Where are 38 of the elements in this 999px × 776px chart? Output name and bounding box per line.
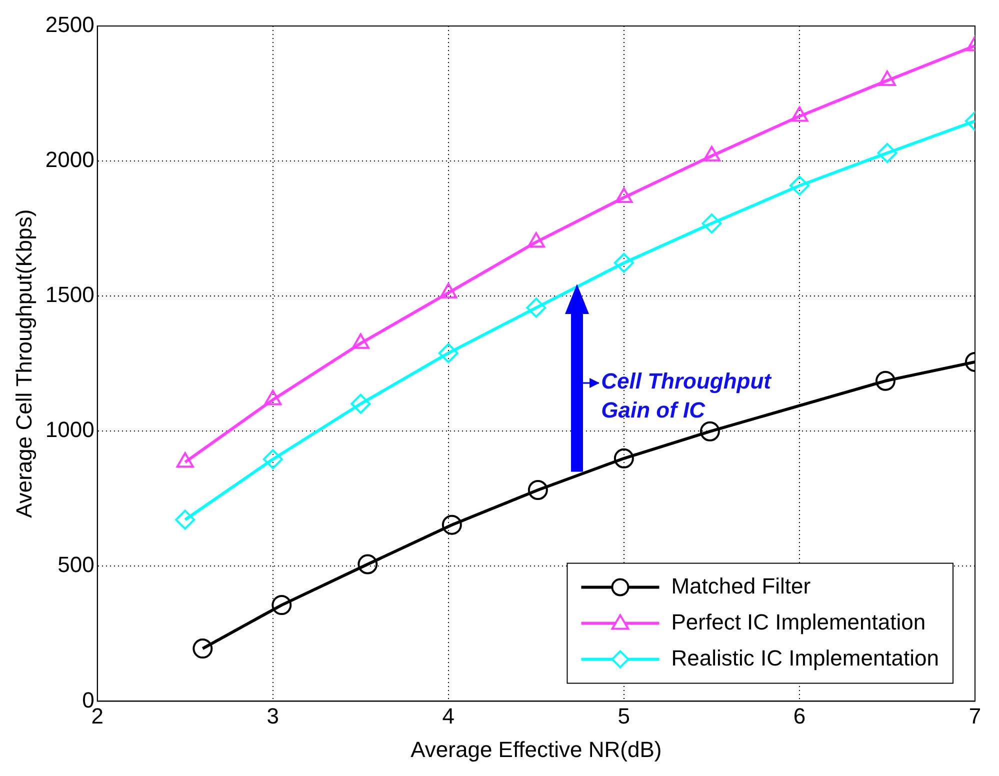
y-tick-label: 2000 <box>45 147 94 172</box>
legend-label: Perfect IC Implementation <box>671 609 926 634</box>
point <box>527 232 545 248</box>
point <box>272 595 292 616</box>
x-axis-title: Average Effective NR(dB) <box>410 736 662 762</box>
point <box>700 421 720 442</box>
point <box>614 448 634 468</box>
y-tick-label: 500 <box>58 552 94 578</box>
annotation: Cell Throughput Gain of IC <box>601 368 773 423</box>
point <box>358 554 378 574</box>
y-tick-label: 1500 <box>45 282 94 308</box>
point <box>526 298 546 318</box>
point <box>192 638 213 659</box>
point <box>878 70 896 86</box>
point <box>702 213 722 234</box>
point <box>877 142 898 163</box>
legend-label: Matched Filter <box>671 573 811 598</box>
point <box>438 343 458 364</box>
y-tick-label: 2500 <box>45 12 94 38</box>
point <box>350 394 371 414</box>
y-tick-label: 1000 <box>45 417 94 442</box>
x-tick-label: 5 <box>618 703 630 728</box>
point <box>262 449 283 470</box>
point <box>615 188 633 203</box>
x-tick-label: 4 <box>442 703 455 728</box>
legend-label: Realistic IC Implementation <box>671 645 940 670</box>
x-tick-label: 6 <box>793 703 806 728</box>
x-tick-label: 3 <box>266 703 279 728</box>
point <box>175 510 196 530</box>
point <box>790 106 808 122</box>
point <box>702 146 720 162</box>
x-tick-label: 7 <box>968 703 982 728</box>
point <box>789 176 810 196</box>
point <box>614 252 634 273</box>
y-axis-title: Average Cell Throughput(Kbps) <box>11 209 36 518</box>
point <box>442 514 462 535</box>
point <box>875 370 896 391</box>
point <box>528 480 548 500</box>
